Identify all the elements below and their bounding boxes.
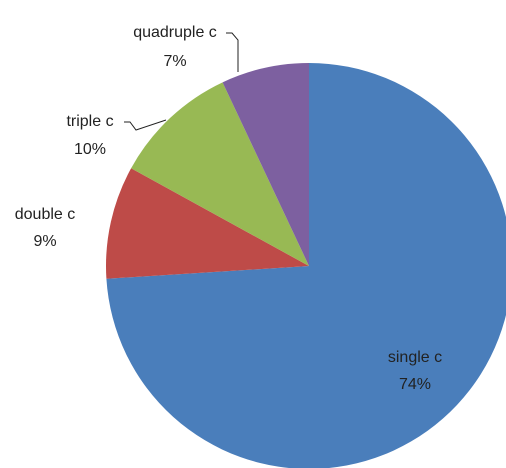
pie-slice [106,63,506,468]
pie-slice [106,168,309,279]
pie-slice [222,63,309,266]
data-label-value: 74% [399,376,431,393]
leader-line [226,32,239,72]
data-label-name: quadruple c [133,24,217,41]
data-label-value: 9% [33,233,56,250]
data-label-name: double c [15,206,76,223]
pie-slice [131,82,309,267]
leader-line [124,119,167,131]
data-label-name: single c [388,349,442,366]
data-label-name: triple c [66,113,113,130]
data-label-value: 10% [74,141,106,158]
data-label-value: 7% [163,53,186,70]
